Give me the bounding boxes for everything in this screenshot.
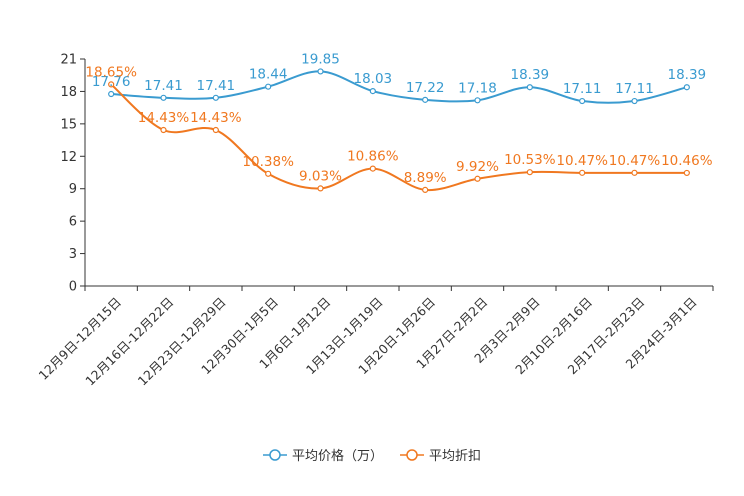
chart-axes bbox=[80, 58, 714, 291]
data-label: 10.46% bbox=[661, 153, 713, 169]
data-point[interactable] bbox=[212, 94, 219, 101]
data-point[interactable] bbox=[579, 169, 586, 176]
data-label: 18.44 bbox=[249, 67, 288, 83]
data-point[interactable] bbox=[265, 83, 272, 90]
data-point[interactable] bbox=[579, 97, 586, 105]
y-tick-label: 21 bbox=[60, 53, 77, 68]
data-point[interactable] bbox=[317, 185, 324, 192]
legend-label: 平均折扣 bbox=[429, 449, 481, 464]
data-point[interactable] bbox=[474, 175, 481, 182]
data-label: 10.47% bbox=[556, 153, 608, 169]
data-point[interactable] bbox=[108, 81, 115, 88]
data-label: 17.22 bbox=[406, 80, 445, 96]
x-tick-label: 12月23日-12月29日 bbox=[135, 294, 229, 388]
data-point[interactable] bbox=[631, 97, 638, 105]
data-label: 18.65% bbox=[85, 64, 137, 80]
data-point[interactable] bbox=[369, 88, 376, 95]
data-label: 10.53% bbox=[504, 152, 556, 168]
data-point[interactable] bbox=[422, 96, 429, 103]
data-point[interactable] bbox=[683, 84, 690, 91]
data-label: 10.38% bbox=[242, 154, 294, 170]
legend-label: 平均价格（万） bbox=[292, 448, 383, 464]
legend-item-1[interactable]: 平均折扣 bbox=[400, 449, 481, 464]
legend-marker-icon bbox=[269, 449, 281, 461]
y-tick-label: 9 bbox=[69, 182, 77, 197]
data-label: 17.76 bbox=[92, 74, 131, 90]
data-label: 8.89% bbox=[404, 170, 447, 186]
data-label: 9.03% bbox=[299, 168, 342, 184]
data-point[interactable] bbox=[526, 169, 533, 176]
data-point[interactable] bbox=[369, 165, 376, 172]
data-label: 9.92% bbox=[456, 159, 499, 175]
data-point[interactable] bbox=[474, 97, 481, 104]
series-line-1 bbox=[110, 83, 687, 192]
data-label: 17.41 bbox=[197, 78, 236, 94]
y-tick-label: 3 bbox=[69, 247, 77, 262]
data-label: 17.11 bbox=[563, 81, 602, 97]
y-axis-ticks: 0 3 6 9 12 15 18 21 bbox=[60, 53, 77, 295]
data-label: 17.18 bbox=[458, 80, 497, 96]
data-point[interactable] bbox=[683, 169, 690, 177]
x-axis-ticks: 12月9日-12月15日12月16日-12月22日12月23日-12月29日12… bbox=[36, 294, 700, 388]
data-label: 14.43% bbox=[138, 110, 190, 126]
series-line-0 bbox=[111, 70, 688, 104]
data-point[interactable] bbox=[160, 126, 167, 134]
data-label: 10.47% bbox=[609, 153, 661, 169]
data-point[interactable] bbox=[212, 126, 219, 134]
y-tick-label: 18 bbox=[60, 85, 77, 100]
data-point[interactable] bbox=[317, 68, 324, 75]
data-label: 18.39 bbox=[511, 67, 550, 83]
y-tick-label: 12 bbox=[60, 150, 77, 165]
data-point[interactable] bbox=[160, 94, 167, 101]
data-label: 18.03 bbox=[354, 71, 393, 87]
legend-item-0[interactable]: 平均价格（万） bbox=[263, 448, 383, 464]
y-tick-label: 15 bbox=[60, 117, 77, 132]
data-label: 10.86% bbox=[347, 149, 399, 165]
y-tick-label: 0 bbox=[69, 280, 77, 295]
data-point[interactable] bbox=[108, 90, 115, 98]
legend-marker-icon bbox=[406, 449, 418, 461]
data-label: 19.85 bbox=[301, 51, 340, 67]
x-tick-label: 12月16日-12月22日 bbox=[82, 294, 176, 388]
data-label: 18.39 bbox=[668, 67, 707, 83]
data-point[interactable] bbox=[526, 84, 533, 91]
data-label: 17.11 bbox=[615, 81, 654, 97]
legend[interactable]: 平均价格（万） 平均折扣 bbox=[263, 448, 481, 464]
data-point[interactable] bbox=[422, 186, 429, 194]
y-tick-label: 6 bbox=[69, 215, 77, 230]
data-point[interactable] bbox=[631, 169, 638, 176]
data-labels: 17.76 17.41 17.41 18.44 19.85 18.03 17.22 17.18… bbox=[85, 51, 712, 185]
data-label: 14.43% bbox=[190, 110, 242, 126]
data-point[interactable] bbox=[265, 170, 272, 177]
data-points bbox=[108, 68, 690, 194]
data-label: 17.41 bbox=[144, 78, 183, 94]
